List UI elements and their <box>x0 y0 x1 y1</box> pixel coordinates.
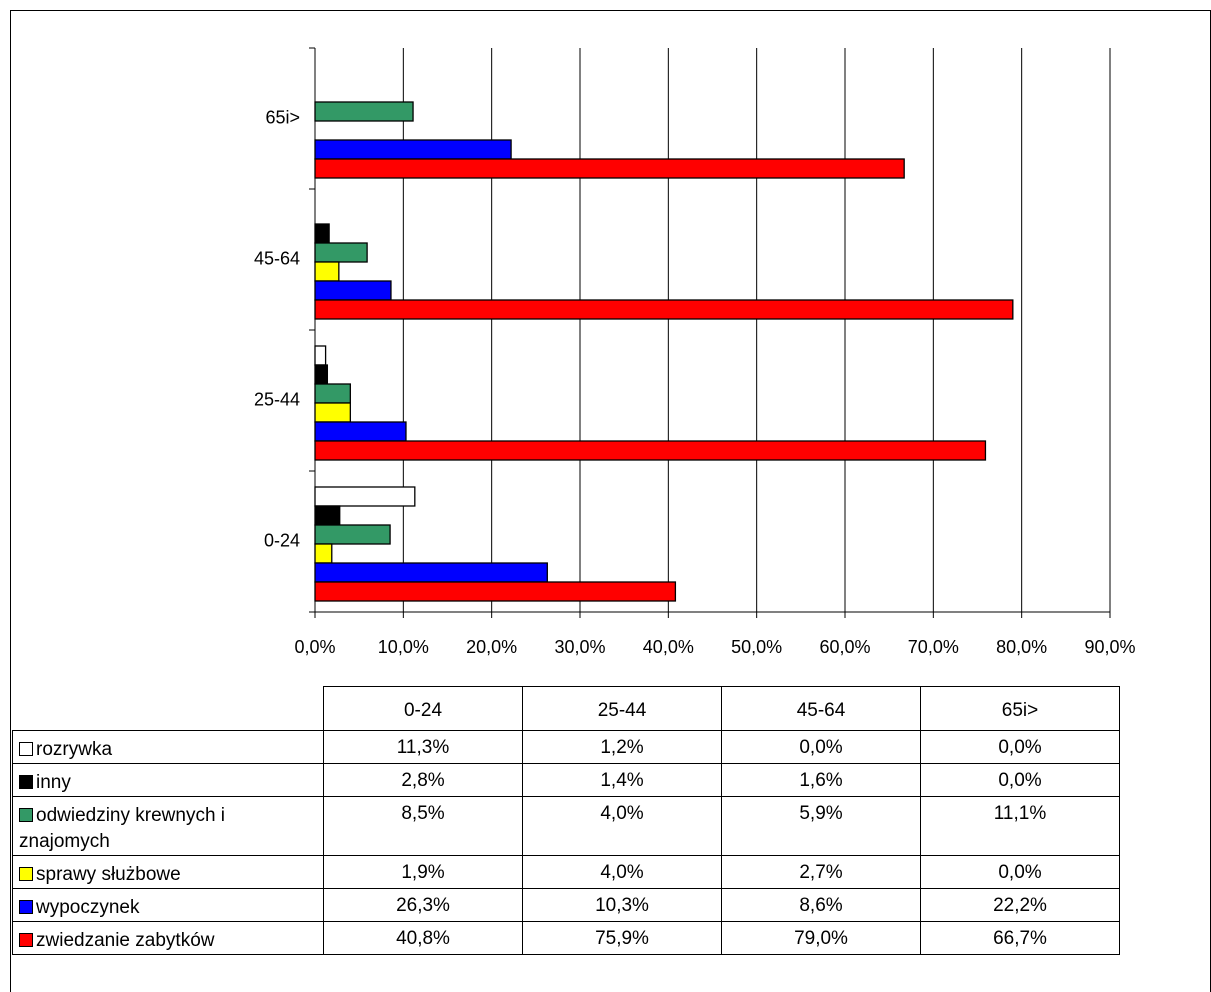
table-row: rozrywka 11,3% 1,2% 0,0% 0,0% <box>12 729 1120 764</box>
value-cell: 0,0% <box>920 762 1120 797</box>
value-cell: 66,7% <box>920 920 1120 955</box>
value-cell: 1,2% <box>522 729 722 764</box>
y-tick-label: 25-44 <box>254 389 300 409</box>
bar <box>314 223 330 244</box>
value-cell: 10,3% <box>522 887 722 922</box>
legend-label: odwiedziny krewnych i znajomych <box>19 804 226 852</box>
legend-cell: rozrywka <box>12 729 324 764</box>
legend-cell: zwiedzanie zabytków <box>12 920 324 955</box>
legend-key <box>19 932 33 947</box>
legend-label: sprawy służbowe <box>36 863 181 885</box>
bar <box>314 421 407 442</box>
x-tick-label: 40,0% <box>643 637 694 657</box>
legend-cell: wypoczynek <box>12 887 324 922</box>
value-cell: 75,9% <box>522 920 722 955</box>
value-cell: 8,5% <box>323 795 523 856</box>
legend-key <box>19 866 33 881</box>
table-row: inny 2,8% 1,4% 1,6% 0,0% <box>12 762 1120 797</box>
bar <box>314 158 905 179</box>
legend-label: rozrywka <box>36 738 113 760</box>
bar <box>314 101 414 122</box>
bar <box>314 345 327 366</box>
bar <box>314 562 548 583</box>
bar <box>314 242 368 263</box>
legend-label: inny <box>36 771 71 793</box>
bar <box>314 543 333 564</box>
bar <box>314 261 340 282</box>
header-cell: 0-24 <box>323 686 523 731</box>
x-tick-label: 80,0% <box>996 637 1047 657</box>
value-cell: 26,3% <box>323 887 523 922</box>
bar <box>314 364 329 385</box>
value-cell: 1,6% <box>721 762 921 797</box>
value-cell: 1,4% <box>522 762 722 797</box>
x-tick-label: 60,0% <box>819 637 870 657</box>
bar <box>314 581 677 602</box>
value-cell: 0,0% <box>920 854 1120 889</box>
data-table: 0-24 25-44 45-64 65i> rozrywka 11,3% 1,2% 0,0% 0… <box>12 686 1120 955</box>
legend-cell: sprawy służbowe <box>12 854 324 889</box>
x-tick-label: 10,0% <box>378 637 429 657</box>
y-tick-label: 0-24 <box>264 530 300 550</box>
value-cell: 0,0% <box>920 729 1120 764</box>
value-cell: 22,2% <box>920 887 1120 922</box>
legend-cell: inny <box>12 762 324 797</box>
legend-cell: odwiedziny krewnych i znajomych <box>12 795 324 856</box>
bar <box>314 402 351 423</box>
value-cell: 2,7% <box>721 854 921 889</box>
value-cell: 4,0% <box>522 854 722 889</box>
value-cell: 11,3% <box>323 729 523 764</box>
header-cell: 65i> <box>920 686 1120 731</box>
table-row: odwiedziny krewnych i znajomych 8,5% 4,0% 5… <box>12 795 1120 856</box>
x-tick-label: 0,0% <box>294 637 335 657</box>
bar <box>314 505 341 526</box>
legend-key <box>19 774 33 789</box>
bar <box>314 280 392 301</box>
value-cell: 40,8% <box>323 920 523 955</box>
legend-key <box>19 899 33 914</box>
header-row: 0-24 25-44 45-64 65i> <box>13 686 1120 731</box>
x-tick-label: 50,0% <box>731 637 782 657</box>
bar <box>314 524 391 545</box>
bar <box>314 440 987 461</box>
value-cell: 4,0% <box>522 795 722 856</box>
bar <box>314 383 351 404</box>
x-tick-label: 30,0% <box>554 637 605 657</box>
value-cell: 8,6% <box>721 887 921 922</box>
value-cell: 2,8% <box>323 762 523 797</box>
corner-cell <box>13 687 324 731</box>
value-cell: 1,9% <box>323 854 523 889</box>
table-row: wypoczynek 26,3% 10,3% 8,6% 22,2% <box>12 887 1120 922</box>
bar <box>314 139 512 160</box>
legend-label: zwiedzanie zabytków <box>36 929 215 951</box>
bar <box>314 299 1014 320</box>
legend-key <box>19 807 33 822</box>
y-tick-label: 45-64 <box>254 248 300 268</box>
table-row: zwiedzanie zabytków 40,8% 75,9% 79,0% 66,7% <box>12 920 1120 955</box>
header-cell: 25-44 <box>522 686 722 731</box>
legend-label: wypoczynek <box>36 896 140 918</box>
value-cell: 79,0% <box>721 920 921 955</box>
table-row: sprawy służbowe 1,9% 4,0% 2,7% 0,0% <box>12 854 1120 889</box>
y-tick-label: 65i> <box>265 107 300 127</box>
legend-key <box>19 741 33 756</box>
x-tick-label: 70,0% <box>908 637 959 657</box>
value-cell: 11,1% <box>920 795 1120 856</box>
value-cell: 0,0% <box>721 729 921 764</box>
value-cell: 5,9% <box>721 795 921 856</box>
x-tick-label: 90,0% <box>1084 637 1135 657</box>
header-cell: 45-64 <box>721 686 921 731</box>
x-tick-label: 20,0% <box>466 637 517 657</box>
bar <box>314 486 416 507</box>
